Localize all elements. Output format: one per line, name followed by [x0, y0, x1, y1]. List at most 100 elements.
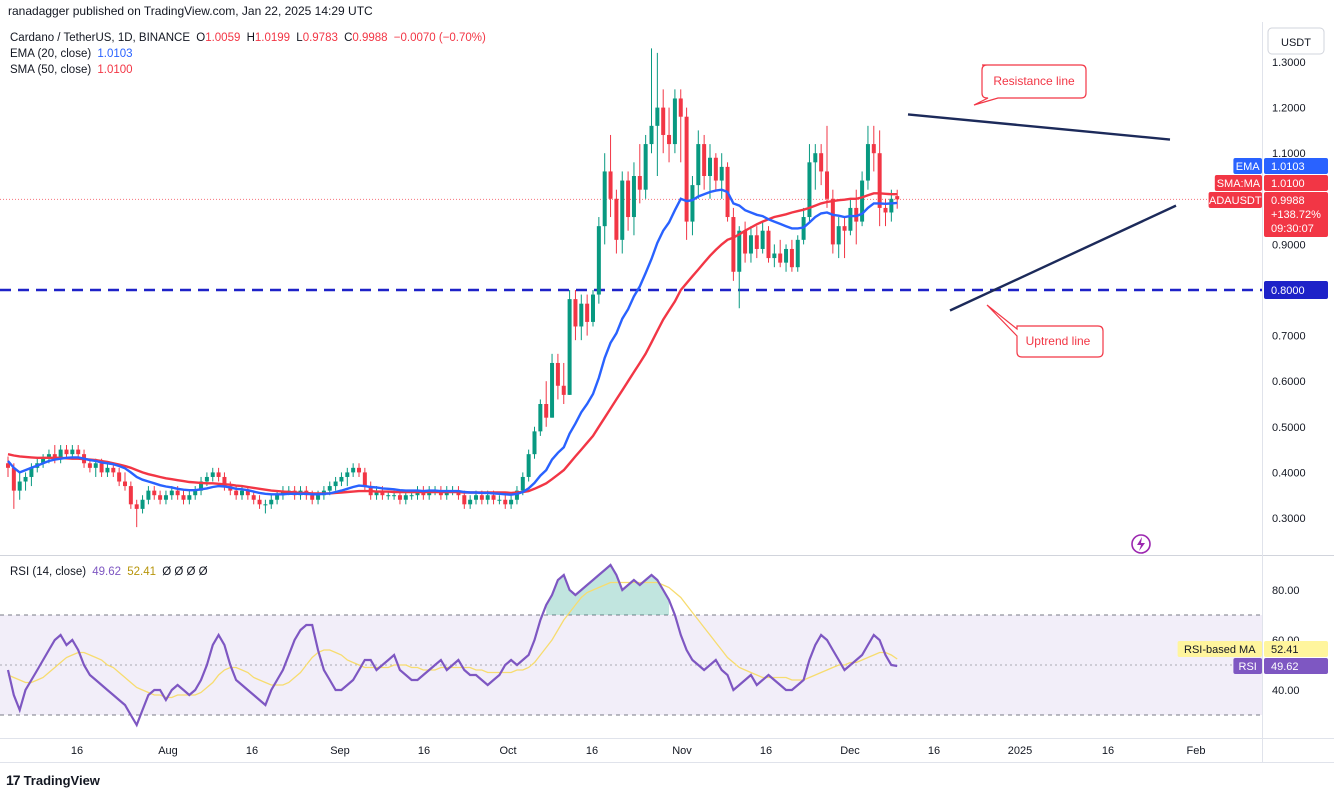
candle[interactable] [105, 463, 110, 477]
candle[interactable] [778, 239, 783, 268]
candle[interactable] [690, 176, 695, 236]
time-axis[interactable]: 16 Aug 16 Sep 16 Oct 16 Nov 16 Dec 16 2025 16 Feb [71, 745, 1206, 757]
candle[interactable] [257, 495, 262, 509]
candle[interactable] [836, 217, 841, 259]
candle[interactable] [860, 171, 865, 227]
candle[interactable] [514, 486, 519, 505]
candle[interactable] [667, 107, 672, 163]
candle[interactable] [877, 130, 882, 227]
lightning-icon[interactable] [1131, 534, 1151, 554]
candle[interactable] [339, 472, 344, 487]
currency-button[interactable] [1267, 27, 1325, 55]
support-line-group[interactable] [0, 198, 1262, 292]
candle[interactable] [795, 235, 800, 272]
candle[interactable] [345, 467, 350, 487]
candle[interactable] [672, 89, 677, 154]
candle[interactable] [123, 472, 127, 491]
candle[interactable] [269, 495, 274, 509]
candle[interactable] [280, 486, 285, 500]
candle[interactable] [731, 207, 736, 281]
candle[interactable] [784, 244, 789, 272]
candle[interactable] [193, 486, 198, 500]
candle[interactable] [585, 294, 590, 336]
candle[interactable] [602, 153, 607, 245]
candle[interactable] [251, 490, 256, 505]
candle[interactable] [567, 290, 572, 395]
candle[interactable] [637, 144, 642, 204]
candle[interactable] [678, 89, 683, 163]
candle[interactable] [789, 239, 794, 272]
candle[interactable] [620, 171, 625, 254]
candle[interactable] [737, 226, 742, 309]
candle[interactable] [561, 362, 566, 404]
candle[interactable] [11, 463, 16, 509]
price-axis[interactable]: 1.3000 1.2000 1.1000 0.9000 0.7000 0.6000 0.50… [1272, 57, 1306, 697]
candle[interactable] [871, 125, 876, 172]
tradingview-logo[interactable]: 17 TradingView [6, 772, 100, 788]
candles[interactable] [6, 48, 900, 528]
symbol-title[interactable]: Cardano / TetherUS, 1D, BINANCE [10, 32, 191, 44]
candle[interactable] [550, 353, 555, 418]
rsi-line[interactable] [6, 563, 898, 728]
candle[interactable] [719, 153, 724, 199]
candle[interactable] [684, 107, 689, 240]
candle[interactable] [538, 399, 543, 436]
candle[interactable] [643, 134, 648, 199]
candle[interactable] [532, 426, 537, 459]
candle[interactable] [608, 134, 613, 218]
candle[interactable] [333, 476, 338, 491]
candle[interactable] [754, 226, 759, 259]
candle[interactable] [64, 445, 69, 459]
candle[interactable] [713, 153, 718, 190]
candle[interactable] [895, 189, 900, 209]
candle[interactable] [158, 490, 163, 505]
candle[interactable] [181, 490, 186, 505]
candle[interactable] [17, 472, 22, 500]
candle[interactable] [58, 445, 63, 464]
candle[interactable] [111, 463, 116, 477]
candle[interactable] [865, 125, 870, 190]
candle[interactable] [830, 189, 835, 254]
candle[interactable] [626, 171, 631, 231]
candle[interactable] [819, 144, 824, 186]
candle[interactable] [351, 463, 356, 477]
candle[interactable] [596, 217, 601, 304]
candle[interactable] [708, 144, 712, 199]
rsi-legend[interactable]: RSI (14, close) 49.62 52.41 Ø Ø Ø Ø [10, 564, 208, 580]
candle[interactable] [702, 134, 707, 190]
resistance-line[interactable] [907, 113, 1171, 141]
candle[interactable] [696, 130, 701, 199]
candle[interactable] [591, 290, 595, 327]
candle[interactable] [772, 244, 777, 268]
candle[interactable] [275, 490, 280, 505]
candle[interactable] [6, 456, 10, 477]
candle[interactable] [245, 486, 250, 500]
resistance-callout[interactable]: Resistance line [973, 64, 1087, 106]
candle[interactable] [614, 189, 619, 254]
candle[interactable] [468, 495, 473, 509]
candle[interactable] [503, 495, 508, 509]
candle[interactable] [631, 162, 636, 236]
candle[interactable] [807, 144, 812, 222]
candle[interactable] [760, 221, 765, 254]
candle[interactable] [216, 467, 221, 482]
candle[interactable] [23, 472, 28, 491]
candle[interactable] [655, 52, 660, 176]
candle[interactable] [41, 454, 46, 468]
candle[interactable] [813, 144, 818, 190]
candle[interactable] [497, 495, 502, 505]
candle[interactable] [842, 217, 847, 259]
candle[interactable] [661, 89, 666, 154]
ema-legend-row[interactable]: EMA (20, close) 1.0103 [10, 46, 486, 62]
candle[interactable] [152, 486, 157, 500]
uptrend-line[interactable] [949, 204, 1177, 312]
candle[interactable] [117, 467, 122, 487]
candle[interactable] [825, 125, 829, 208]
candle[interactable] [199, 476, 204, 496]
candle[interactable] [128, 481, 133, 509]
candle[interactable] [146, 486, 151, 505]
candle[interactable] [579, 294, 584, 341]
candle[interactable] [163, 490, 168, 505]
candle[interactable] [509, 495, 514, 509]
